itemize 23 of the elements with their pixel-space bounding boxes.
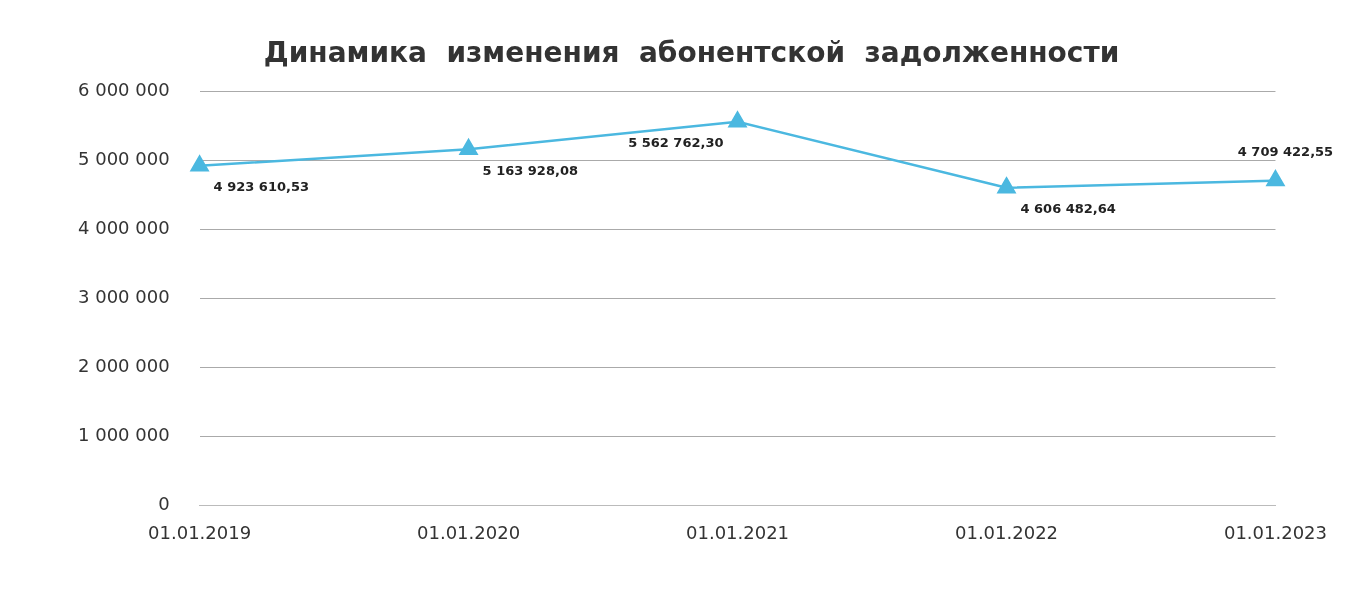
data-label: 5 562 762,30	[628, 135, 724, 151]
y-tick-label: 5 000 000	[78, 148, 170, 170]
y-tick-label: 1 000 000	[78, 424, 170, 446]
data-label: 4 923 610,53	[213, 179, 310, 195]
data-label: 4 709 422,55	[1237, 143, 1334, 159]
y-tick-label: 0	[158, 493, 170, 515]
point	[997, 177, 1016, 194]
chart-title: Динамика изменения абонентской задолженности	[263, 36, 1120, 70]
y-tick-label: 6 000 000	[78, 79, 170, 101]
x-tick-label: 01.01.2021	[686, 521, 790, 543]
y-tick-label: 2 000 000	[78, 355, 170, 377]
x-tick-label: 01.01.2023	[1223, 521, 1327, 543]
data-label: 4 606 482,64	[1020, 201, 1116, 217]
x-tick-label: 01.01.2019	[148, 521, 252, 543]
y-tick-label: 4 000 000	[78, 217, 170, 239]
x-tick-label: 01.01.2020	[417, 521, 521, 543]
point	[728, 111, 747, 128]
point	[190, 155, 209, 172]
y-tick-label: 3 000 000	[78, 286, 170, 308]
data-label: 5 163 928,08	[482, 162, 578, 178]
point	[1266, 170, 1285, 187]
x-tick-label: 01.01.2022	[954, 521, 1059, 543]
point	[459, 139, 478, 156]
